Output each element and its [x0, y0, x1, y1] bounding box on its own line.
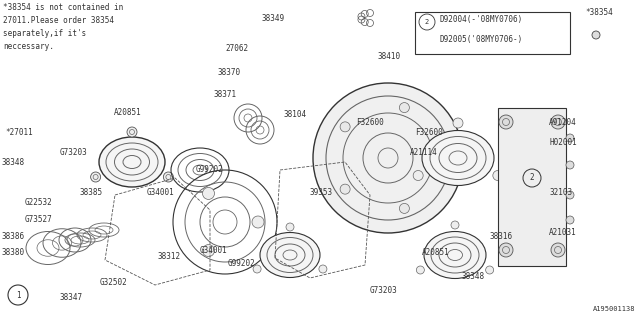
Text: D92005('08MY0706-): D92005('08MY0706-) [439, 35, 522, 44]
Text: *38354 is not contained in: *38354 is not contained in [3, 3, 124, 12]
Circle shape [451, 221, 459, 229]
Circle shape [313, 83, 463, 233]
Text: 38386: 38386 [2, 232, 25, 241]
Text: G99202: G99202 [196, 165, 224, 174]
Circle shape [523, 169, 541, 187]
Circle shape [127, 127, 137, 137]
Circle shape [202, 188, 214, 199]
Circle shape [436, 153, 446, 163]
Circle shape [163, 172, 173, 182]
Circle shape [399, 204, 410, 213]
Text: 27011.Please order 38354: 27011.Please order 38354 [3, 16, 114, 25]
Circle shape [252, 216, 264, 228]
Text: G34001: G34001 [147, 188, 175, 197]
Circle shape [202, 244, 214, 257]
Circle shape [566, 161, 574, 169]
Text: *27011: *27011 [5, 128, 33, 137]
Circle shape [551, 115, 565, 129]
Circle shape [499, 243, 513, 257]
Text: 27062: 27062 [225, 44, 248, 53]
Text: 32103: 32103 [549, 188, 572, 197]
Text: G32502: G32502 [100, 278, 128, 287]
Text: 38312: 38312 [158, 252, 181, 261]
Text: 1: 1 [16, 291, 20, 300]
Text: *38354: *38354 [585, 8, 612, 17]
Circle shape [592, 31, 600, 39]
Text: 39353: 39353 [310, 188, 333, 197]
Circle shape [417, 266, 424, 274]
Circle shape [253, 265, 261, 273]
Text: G22532: G22532 [25, 198, 52, 207]
Circle shape [453, 118, 463, 128]
Text: G73527: G73527 [25, 215, 52, 224]
Text: F32600: F32600 [415, 128, 443, 137]
Circle shape [340, 184, 350, 194]
Text: neccessary.: neccessary. [3, 42, 54, 51]
Text: 38347: 38347 [60, 293, 83, 302]
Text: separately,if it's: separately,if it's [3, 29, 86, 38]
Bar [498, 108, 566, 266]
Text: A195001138: A195001138 [593, 306, 635, 312]
Text: G34001: G34001 [200, 246, 228, 255]
Circle shape [493, 171, 503, 180]
Text: A20851: A20851 [422, 248, 450, 257]
Circle shape [319, 265, 327, 273]
Text: A91204: A91204 [549, 118, 577, 127]
Text: A21031: A21031 [549, 228, 577, 237]
Circle shape [566, 216, 574, 224]
Text: G73203: G73203 [60, 148, 88, 157]
Bar [415, 12, 570, 54]
Text: 38371: 38371 [213, 90, 236, 99]
Text: 38104: 38104 [283, 110, 306, 119]
Circle shape [413, 171, 423, 180]
Text: D92004(-'08MY0706): D92004(-'08MY0706) [439, 15, 522, 24]
Polygon shape [95, 165, 320, 278]
Circle shape [8, 285, 28, 305]
Ellipse shape [260, 233, 320, 277]
Text: 38370: 38370 [218, 68, 241, 77]
Circle shape [566, 134, 574, 142]
Text: 38385: 38385 [80, 188, 103, 197]
Text: H02001: H02001 [549, 138, 577, 147]
Ellipse shape [99, 137, 165, 187]
Circle shape [419, 14, 435, 30]
Ellipse shape [424, 231, 486, 278]
Text: 38348: 38348 [2, 158, 25, 167]
Text: 38316: 38316 [490, 232, 513, 241]
Circle shape [486, 266, 493, 274]
Text: A20851: A20851 [114, 108, 141, 117]
Text: 38348: 38348 [462, 272, 485, 281]
Text: A21114: A21114 [410, 148, 438, 157]
Ellipse shape [422, 131, 494, 186]
Text: 2: 2 [530, 173, 534, 182]
Circle shape [340, 122, 350, 132]
Circle shape [566, 191, 574, 199]
Text: 38410: 38410 [378, 52, 401, 61]
Text: 2: 2 [425, 19, 429, 25]
Text: F32600: F32600 [356, 118, 384, 127]
Circle shape [286, 223, 294, 231]
Text: G73203: G73203 [370, 286, 397, 295]
Circle shape [91, 172, 100, 182]
Text: 38349: 38349 [261, 14, 284, 23]
Circle shape [499, 115, 513, 129]
Text: 38380: 38380 [2, 248, 25, 257]
Circle shape [551, 243, 565, 257]
Circle shape [399, 103, 410, 113]
Text: G99202: G99202 [228, 259, 256, 268]
